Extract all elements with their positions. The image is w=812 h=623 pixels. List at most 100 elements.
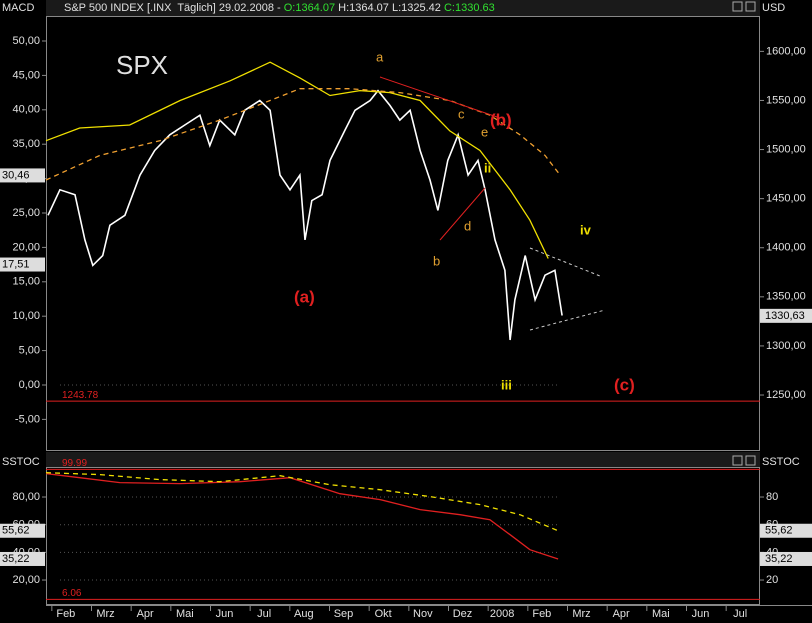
left-tick-label: 20,00 [12,574,40,586]
series-line [45,472,559,532]
reference-label: 1243.78 [62,390,99,401]
window-icons [732,1,756,466]
right-tick-label: 20 [766,574,778,586]
x-tick-label: Jul [257,608,271,620]
x-tick-label: Apr [613,608,630,620]
wave-label: e [481,124,488,139]
value-marker-label: 55,62 [2,525,30,537]
symbol: SPX [116,50,168,80]
x-tick-label: Mrz [572,608,590,620]
x-tick-label: 2008 [490,608,514,620]
header-open: O:1364.07 [284,2,335,14]
right-tick-label: 1350,00 [766,291,806,303]
stoch-header-bar [46,452,760,467]
x-tick-label: Feb [532,608,551,620]
reference-label: 6.06 [62,588,82,599]
wave-label: (a) [294,287,315,306]
icon[interactable] [745,1,756,12]
x-tick-label: Mrz [96,608,114,620]
value-marker [0,168,45,183]
x-tick-label: Apr [137,608,154,620]
value-marker-label: 35,22 [2,553,30,565]
wave-label: c [458,106,465,121]
wave-label: b [433,253,440,268]
value-marker-label: 55,62 [765,525,793,537]
series-line [45,472,559,560]
left-tick-label: 15,00 [12,276,40,288]
wave-label: a [376,49,384,64]
x-tick-label: Okt [375,608,392,620]
left-tick-label: -5,00 [15,413,40,425]
x-tick-label: Mai [652,608,670,620]
left-tick-label: 35,00 [12,138,40,150]
right-tick-label: 1250,00 [766,389,806,401]
x-tick-label: Sep [334,608,354,620]
series-line [47,89,563,341]
wave-label: iii [501,377,512,392]
x-tick-label: Aug [294,608,314,620]
stoch-pane-frame [46,467,760,605]
right-tick-label: 1300,00 [766,340,806,352]
right-tick-label: 1600,00 [766,45,806,57]
left-tick-label: 10,00 [12,310,40,322]
wave-label: iv [580,222,592,237]
icon[interactable] [732,455,743,466]
left-tick-label: 45,00 [12,69,40,81]
value-marker-label: 35,22 [765,553,793,565]
value-marker [760,523,812,538]
right-tick-label: 1550,00 [766,94,806,106]
header-bar [46,0,760,16]
trend-line [439,187,486,241]
right-tick-label: 1500,00 [766,143,806,155]
value-marker-label: 1330,63 [765,310,805,322]
series-line [45,88,561,181]
right-title: SSTOC [762,456,800,468]
x-tick-label: Feb [56,608,75,620]
icon[interactable] [732,1,743,12]
triangle-line [529,247,601,277]
value-marker [0,257,45,272]
x-tick-label: Jul [733,608,747,620]
value-marker [760,551,812,566]
wave-label: (c) [614,375,635,394]
left-tick-label: 0,00 [19,379,40,391]
x-tick-label: Mai [176,608,194,620]
wave-label: (b) [490,110,512,129]
left-tick-label: 20,00 [12,241,40,253]
header-close: C:1330.63 [444,2,495,14]
left-tick-label: 25,00 [12,207,40,219]
value-marker-label: 30,46 [2,169,30,181]
left-tick-label: 40,00 [12,104,40,116]
value-marker-label: 17,51 [2,258,30,270]
left-tick-label: 5,00 [19,344,40,356]
value-marker [0,551,45,566]
header-hl: H:1364.07 L:1325.42 [335,2,444,14]
value-marker [760,308,812,323]
wave-lines [379,76,606,331]
trend-line [379,76,501,119]
left-tick-label: 50,00 [12,35,40,47]
triangle-line [529,309,606,331]
header: S&P 500 INDEX [.INX Täglich] 29.02.2008 … [64,2,495,14]
right-title: USD [762,2,785,14]
icon[interactable] [745,455,756,466]
right-tick-label: 80 [766,491,778,503]
left-tick-label: 80,00 [12,491,40,503]
left-title: SSTOC [2,456,40,468]
x-tick-label: Jun [692,608,710,620]
right-tick-label: 1400,00 [766,242,806,254]
wave-label: d [464,218,471,233]
series-line [45,61,549,259]
wave-label: ii [484,160,491,175]
left-title: MACD [2,2,34,14]
price-pane-frame [46,16,760,451]
value-marker [0,523,45,538]
x-tick-label: Dez [453,608,473,620]
header-text: S&P 500 INDEX [.INX Täglich] 29.02.2008 … [64,2,284,14]
reference-label: 99.99 [62,458,87,469]
x-tick-label: Jun [216,608,234,620]
right-tick-label: 1450,00 [766,193,806,205]
x-tick-label: Nov [413,608,433,620]
